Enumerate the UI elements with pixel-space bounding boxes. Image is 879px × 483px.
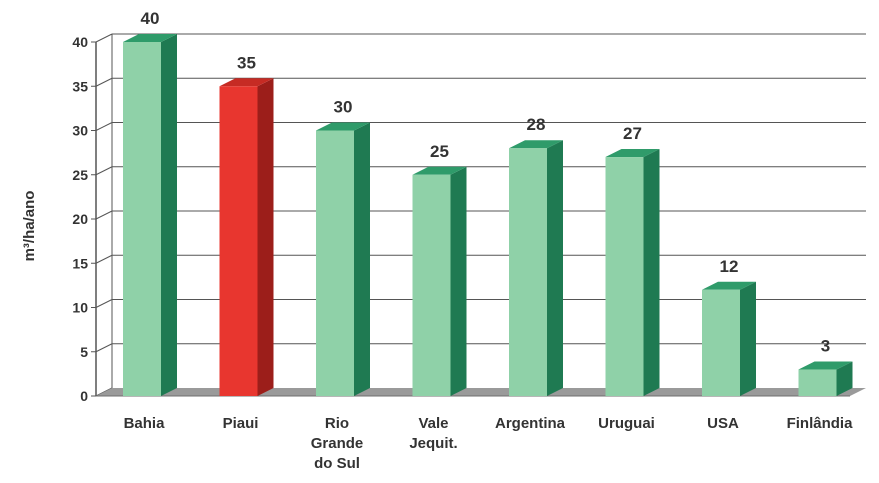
bar-2 xyxy=(316,122,370,396)
data-label: 27 xyxy=(623,124,642,143)
bar-top xyxy=(412,166,467,175)
bar-front xyxy=(605,157,644,396)
bar-1 xyxy=(219,78,274,396)
gridline-side xyxy=(95,122,113,131)
chart-floor-top xyxy=(96,388,866,396)
x-tick-label: Piaui xyxy=(223,415,259,432)
bar-side xyxy=(836,361,853,396)
x-tick-label: Argentina xyxy=(495,415,566,432)
x-tick-label: Bahia xyxy=(124,415,166,432)
gridline-side xyxy=(95,77,113,87)
y-tick-label: 20 xyxy=(72,211,88,227)
gridline-side xyxy=(95,254,113,264)
gridline-side xyxy=(95,210,113,220)
bar-3 xyxy=(412,166,467,396)
data-label: 28 xyxy=(527,115,546,134)
bar-side xyxy=(450,166,467,396)
gridline-side xyxy=(95,299,113,308)
bar-top xyxy=(509,140,563,149)
gridline-side xyxy=(95,343,113,353)
bar-front xyxy=(509,148,547,396)
bar-side xyxy=(257,78,274,396)
bar-7 xyxy=(798,361,853,396)
bar-front xyxy=(316,130,354,396)
x-tick-label: Vale Jequit. xyxy=(409,415,457,452)
bar-top xyxy=(219,78,274,87)
y-tick-label: 0 xyxy=(80,388,88,404)
labels-layer: 0 5 10 15 20 25 30 35 40 40 Bahia 35 Piaui 30 Rio Grand… xyxy=(72,9,853,472)
y-tick-label: 5 xyxy=(80,344,88,360)
bar-front xyxy=(123,42,161,396)
x-tick-label: Finlândia xyxy=(787,415,853,432)
y-axis-title: m³/ha/ano xyxy=(21,191,38,262)
data-label: 12 xyxy=(720,257,739,276)
bar-front xyxy=(219,86,258,396)
x-tick-label: Rio Grande do Sul xyxy=(311,415,364,472)
bar-top xyxy=(316,122,370,131)
bar-6 xyxy=(702,281,756,396)
gridline-side xyxy=(95,166,113,176)
x-tick-label: USA xyxy=(707,415,739,432)
bar-front xyxy=(412,174,451,396)
y-tick-label: 30 xyxy=(72,123,88,139)
bar-top xyxy=(798,361,853,370)
x-tick-label: Uruguai xyxy=(598,415,655,432)
data-label: 35 xyxy=(237,53,256,72)
bar-side xyxy=(643,149,660,396)
bar-0 xyxy=(123,34,177,396)
y-tick-label: 10 xyxy=(72,300,88,316)
bar-top xyxy=(123,34,177,42)
bars-layer xyxy=(123,34,853,396)
bar-4 xyxy=(509,140,563,396)
data-label: 25 xyxy=(430,142,449,161)
bar-top xyxy=(702,281,756,290)
gridline-side xyxy=(95,33,113,43)
bar-front xyxy=(798,369,837,396)
bar-top xyxy=(605,149,660,158)
data-label: 30 xyxy=(334,98,353,117)
y-tick-label: 15 xyxy=(72,255,88,271)
data-label: 40 xyxy=(141,9,160,28)
y-tick-label: 40 xyxy=(72,34,88,50)
y-tick-label: 25 xyxy=(72,167,88,183)
bar-side xyxy=(354,122,370,396)
data-label: 3 xyxy=(821,336,830,355)
bar-5 xyxy=(605,149,660,396)
bar-side xyxy=(161,34,177,396)
bar-side xyxy=(740,281,756,396)
bar-side xyxy=(547,140,563,396)
bar-front xyxy=(702,289,740,396)
y-tick-label: 35 xyxy=(72,78,88,94)
